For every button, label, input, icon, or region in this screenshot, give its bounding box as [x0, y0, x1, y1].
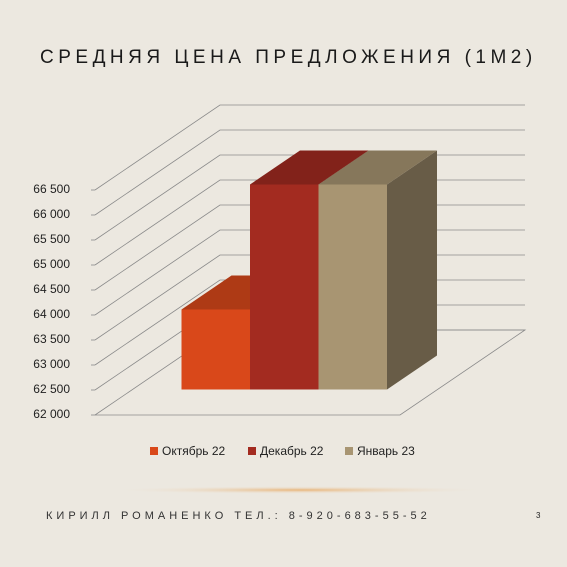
legend-label: Январь 23 [357, 444, 415, 458]
legend-swatch [150, 447, 158, 455]
grid-line [94, 104, 525, 191]
y-tick-label: 66 000 [33, 207, 70, 221]
y-tick-label: 63 500 [33, 332, 70, 346]
legend-swatch [345, 447, 353, 455]
y-tick-label: 65 500 [33, 232, 70, 246]
legend-label: Декабрь 22 [260, 444, 324, 458]
bar-front [318, 184, 387, 390]
y-tick-label: 64 500 [33, 282, 70, 296]
y-tick-label: 62 500 [33, 382, 70, 396]
bar-side [387, 150, 437, 390]
bar-top [250, 150, 369, 185]
y-tick-label: 65 000 [33, 257, 70, 271]
y-tick-label: 64 000 [33, 307, 70, 321]
grid-line [94, 129, 525, 216]
bar-front [181, 309, 250, 390]
bar-top [318, 150, 437, 185]
footer: КИРИЛЛ РОМАНЕНКО ТЕЛ.: 8-920-683-55-52 [46, 510, 431, 522]
y-tick-label: 62 000 [33, 407, 70, 421]
legend-label: Октябрь 22 [162, 444, 226, 458]
legend-swatch [248, 447, 256, 455]
bar-front [250, 184, 319, 390]
page-number: 3 [536, 511, 541, 520]
y-tick-label: 63 000 [33, 357, 70, 371]
y-tick-label: 66 500 [33, 182, 70, 196]
divider-glow [110, 486, 490, 494]
chart-title: СРЕДНЯЯ ЦЕНА ПРЕДЛОЖЕНИЯ (1М2) [40, 47, 537, 68]
